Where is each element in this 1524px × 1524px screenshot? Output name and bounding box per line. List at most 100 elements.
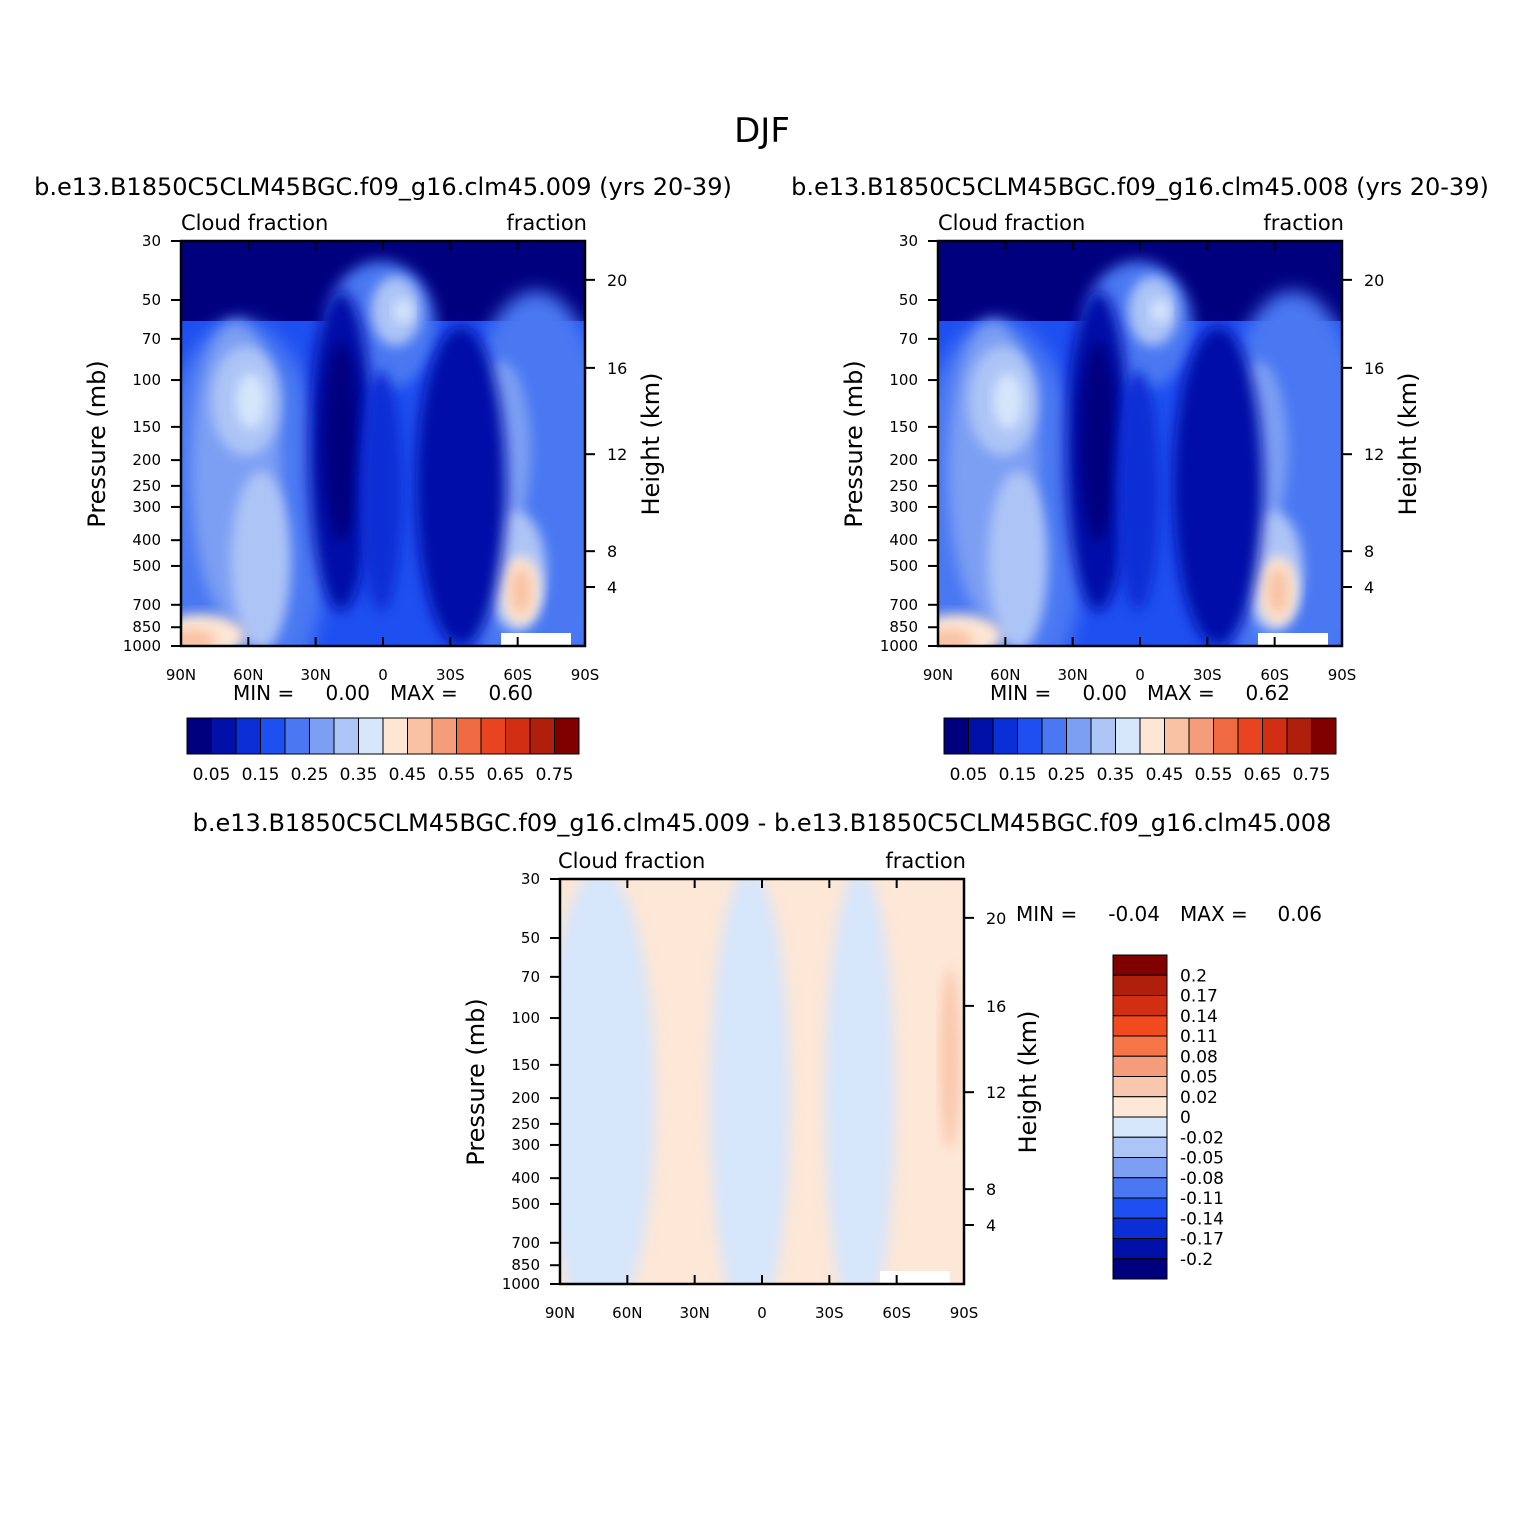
y-tick-label: 250 (889, 477, 918, 495)
panel-3-min-label: MIN = (1016, 902, 1077, 926)
height-tick-label: 4 (1364, 578, 1374, 597)
height-tick-label: 16 (607, 359, 627, 378)
y-tick-label: 100 (132, 371, 161, 389)
colorbar-swatch (992, 717, 1018, 755)
colorbar-swatch (1112, 1177, 1168, 1199)
colorbar-swatch (1112, 1035, 1168, 1057)
y-tick-label: 100 (511, 1009, 540, 1027)
y-tick-label: 200 (511, 1089, 540, 1107)
colorbar-swatch (1112, 1116, 1168, 1138)
panel-3-title: b.e13.B1850C5CLM45BGC.f09_g16.clm45.009 … (193, 809, 1332, 837)
colorbar-swatch (1311, 717, 1337, 755)
colorbar-label: 0.2 (1180, 966, 1207, 986)
contour-region (940, 969, 960, 1149)
colorbar-swatch (211, 717, 237, 755)
colorbar-swatch (1112, 1157, 1168, 1179)
panel-3-max-value: 0.06 (1277, 902, 1322, 926)
y-tick-label: 300 (511, 1136, 540, 1154)
colorbar-label: 0.65 (487, 765, 525, 785)
colorbar-swatch (1041, 717, 1067, 755)
height-tick-label: 16 (986, 997, 1006, 1016)
y-tick-label: 500 (511, 1195, 540, 1213)
colorbar-swatch (333, 717, 359, 755)
colorbar-label: 0.17 (1180, 987, 1218, 1007)
contour-region (236, 373, 266, 429)
colorbar-swatch (284, 717, 310, 755)
colorbar-label: 0.25 (1048, 765, 1086, 785)
contour-region (938, 629, 973, 646)
y-tick-label: 850 (511, 1256, 540, 1274)
panel-3-min-value: -0.04 (1108, 902, 1160, 926)
colorbar-swatch (1090, 717, 1116, 755)
y-tick-label: 70 (142, 330, 161, 348)
height-tick-label: 4 (607, 578, 617, 597)
colorbar-swatch (554, 717, 580, 755)
contour-region (1258, 633, 1328, 646)
x-tick-label: 60N (612, 1304, 642, 1322)
panel-3-left-label: Cloud fraction (558, 849, 705, 873)
y-tick-label: 70 (899, 330, 918, 348)
colorbar-swatch (1286, 717, 1312, 755)
panel-3-axes: 90N 60N 30N 0 30S 60S 90S 30 50 70 100 150 200 250 300… (502, 870, 1007, 1322)
colorbar-swatch (1164, 717, 1190, 755)
panel-2-axes: 90N 60N 30N 0 30S 60S 90S 30 50 70 100 150 200 250 300… (880, 232, 1385, 684)
panel-3-field (560, 879, 964, 1284)
x-tick-label: 90S (950, 1304, 979, 1322)
contour-region (880, 1271, 950, 1284)
y-tick-label: 850 (889, 618, 918, 636)
contour-region (1150, 299, 1170, 323)
height-tick-label: 20 (607, 271, 627, 290)
height-tick-label: 8 (986, 1180, 996, 1199)
panel-2-right-label: fraction (1263, 211, 1344, 235)
colorbar-swatch (1188, 717, 1214, 755)
colorbar-swatch (1139, 717, 1165, 755)
contour-region (359, 371, 403, 611)
x-tick-label: 30N (1058, 666, 1088, 684)
colorbar-swatch (1112, 1136, 1168, 1158)
height-tick-label: 20 (986, 909, 1006, 928)
y-tick-label: 500 (889, 557, 918, 575)
x-tick-label: 60S (1260, 666, 1289, 684)
panel-3: b.e13.B1850C5CLM45BGC.f09_g16.clm45.009 … (193, 809, 1332, 1322)
panel-3-ylabel: Pressure (mb) (462, 998, 490, 1165)
panel-1-colorbar: 0.05 0.15 0.25 0.35 0.45 0.55 0.65 0.75 (186, 717, 580, 785)
colorbar-swatch (235, 717, 261, 755)
colorbar-label: 0.02 (1180, 1088, 1218, 1108)
panel-2-field (938, 241, 1342, 646)
colorbar-swatch (1112, 974, 1168, 996)
panel-3-ylabel-right: Height (km) (1014, 1011, 1042, 1154)
colorbar-swatch (1112, 1096, 1168, 1118)
colorbar-swatch (1112, 1197, 1168, 1219)
panel-3-right-label: fraction (885, 849, 966, 873)
y-tick-label: 1000 (880, 637, 918, 655)
colorbar-swatch (1237, 717, 1263, 755)
panel-1-min-label: MIN = (233, 681, 294, 705)
colorbar-label: 0.05 (1180, 1068, 1218, 1088)
colorbar-label: 0.35 (1097, 765, 1135, 785)
y-tick-label: 300 (132, 498, 161, 516)
colorbar-swatch (968, 717, 994, 755)
height-tick-label: 12 (986, 1083, 1006, 1102)
contour-region (1173, 326, 1263, 646)
colorbar-swatch (1017, 717, 1043, 755)
panel-2-max-label: MAX = (1147, 681, 1215, 705)
colorbar-swatch (1262, 717, 1288, 755)
y-tick-label: 1000 (502, 1275, 540, 1293)
colorbar-swatch (407, 717, 433, 755)
x-tick-label: 60S (882, 1304, 911, 1322)
y-tick-label: 50 (142, 291, 161, 309)
y-tick-label: 700 (511, 1234, 540, 1252)
y-tick-label: 250 (132, 477, 161, 495)
colorbar-swatch (1112, 954, 1168, 976)
colorbar-swatch (505, 717, 531, 755)
colorbar-label: 0.55 (1195, 765, 1233, 785)
y-tick-label: 200 (889, 451, 918, 469)
colorbar-swatch (456, 717, 482, 755)
y-tick-label: 700 (889, 596, 918, 614)
colorbar-swatch (1112, 1258, 1168, 1280)
colorbar-label: 0.65 (1244, 765, 1282, 785)
panel-1-ylabel-right: Height (km) (637, 373, 665, 516)
panel-2-min-value: 0.00 (1082, 681, 1127, 705)
y-tick-label: 700 (132, 596, 161, 614)
y-tick-label: 400 (132, 531, 161, 549)
